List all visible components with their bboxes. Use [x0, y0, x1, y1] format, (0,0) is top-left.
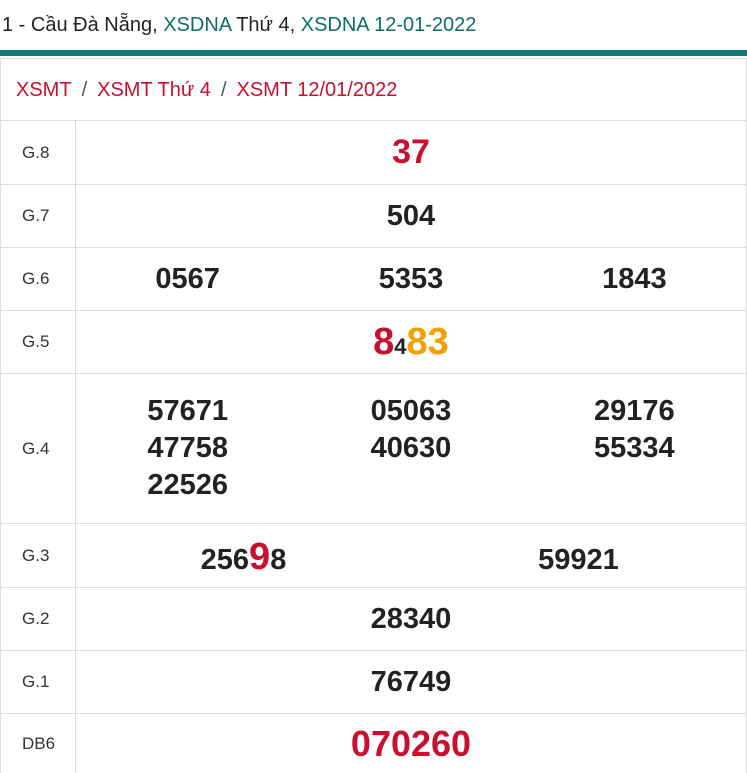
prize-label: G.8 [1, 121, 76, 184]
digit: 4 [394, 333, 407, 359]
prize-cell: 070260 [76, 714, 746, 773]
number: 070260 [350, 722, 472, 764]
number: 47758 [147, 432, 228, 464]
prize-cell: 0567 5353 1843 [76, 248, 746, 310]
row: G.8 37 [0, 120, 747, 184]
number: 40630 [370, 432, 452, 464]
number: 8 4 83 [373, 321, 449, 364]
number: 76749 [370, 665, 452, 698]
row: G.2 28340 [0, 587, 747, 650]
number: 5353 [378, 262, 444, 295]
breadcrumb-link[interactable]: XSMT 12/01/2022 [236, 79, 398, 101]
digit: 8 [270, 544, 287, 576]
breadcrumb-separator: / [220, 79, 227, 101]
prize-cell: 76749 [76, 651, 746, 713]
prize-cell: 28340 [76, 588, 746, 650]
number: 28340 [370, 602, 452, 635]
number: 1843 [602, 262, 667, 295]
digit: 8 [373, 320, 395, 363]
prize-cell: 25698 59921 [76, 524, 746, 587]
digit: 83 [406, 320, 449, 363]
header-link[interactable]: XSDNA [163, 14, 232, 36]
prize-cell: 37 [76, 121, 746, 184]
number: 0567 [155, 262, 220, 295]
prize-cell: 57671 05063 29176 47758 40630 55334 2252… [76, 374, 746, 523]
number: 55334 [593, 432, 675, 464]
number: 25698 [201, 532, 287, 579]
number: 22526 [147, 469, 228, 501]
breadcrumb-separator: / [81, 79, 88, 101]
row: G.1 76749 [0, 650, 747, 713]
row: G.5 8 4 83 [0, 310, 747, 373]
row: G.4 57671 05063 29176 47758 40630 55334 … [0, 373, 747, 523]
prize-label: G.6 [1, 248, 76, 310]
breadcrumb-link[interactable]: XSMT Thứ 4 [97, 79, 211, 101]
number: 37 [392, 133, 430, 171]
row: G.6 0567 5353 1843 [0, 247, 747, 310]
prize-cell: 504 [76, 185, 746, 247]
prize-label: G.2 [1, 588, 76, 650]
breadcrumb-link[interactable]: XSMT [16, 79, 72, 101]
prize-label: DB6 [1, 714, 76, 773]
header-text: Thứ 4, [231, 14, 301, 36]
number: 05063 [370, 395, 452, 427]
prize-label: G.1 [1, 651, 76, 713]
prize-label: G.7 [1, 185, 76, 247]
breadcrumb: XSMT / XSMT Thứ 4 / XSMT 12/01/2022 [0, 58, 747, 120]
number: 29176 [593, 395, 675, 427]
digit: 256 [200, 544, 250, 576]
row: G.7 504 [0, 184, 747, 247]
number: 57671 [147, 395, 228, 427]
prize-label: G.4 [1, 374, 76, 523]
digit: 9 [249, 536, 271, 578]
header-bar [0, 50, 747, 56]
number: 504 [386, 199, 436, 232]
header-text: 1 - Cầu Đà Nẵng, [2, 14, 164, 36]
number: 59921 [538, 544, 619, 576]
prize-cell: 8 4 83 [76, 311, 746, 373]
row: DB6 070260 [0, 713, 747, 773]
header-link[interactable]: XSDNA 12-01-2022 [300, 14, 477, 36]
prize-label: G.3 [1, 524, 76, 587]
row: G.3 25698 59921 [0, 523, 747, 587]
prize-label: G.5 [1, 311, 76, 373]
header: 1 - Cầu Đà Nẵng, XSDNA Thứ 4, XSDNA 12-0… [0, 0, 747, 50]
